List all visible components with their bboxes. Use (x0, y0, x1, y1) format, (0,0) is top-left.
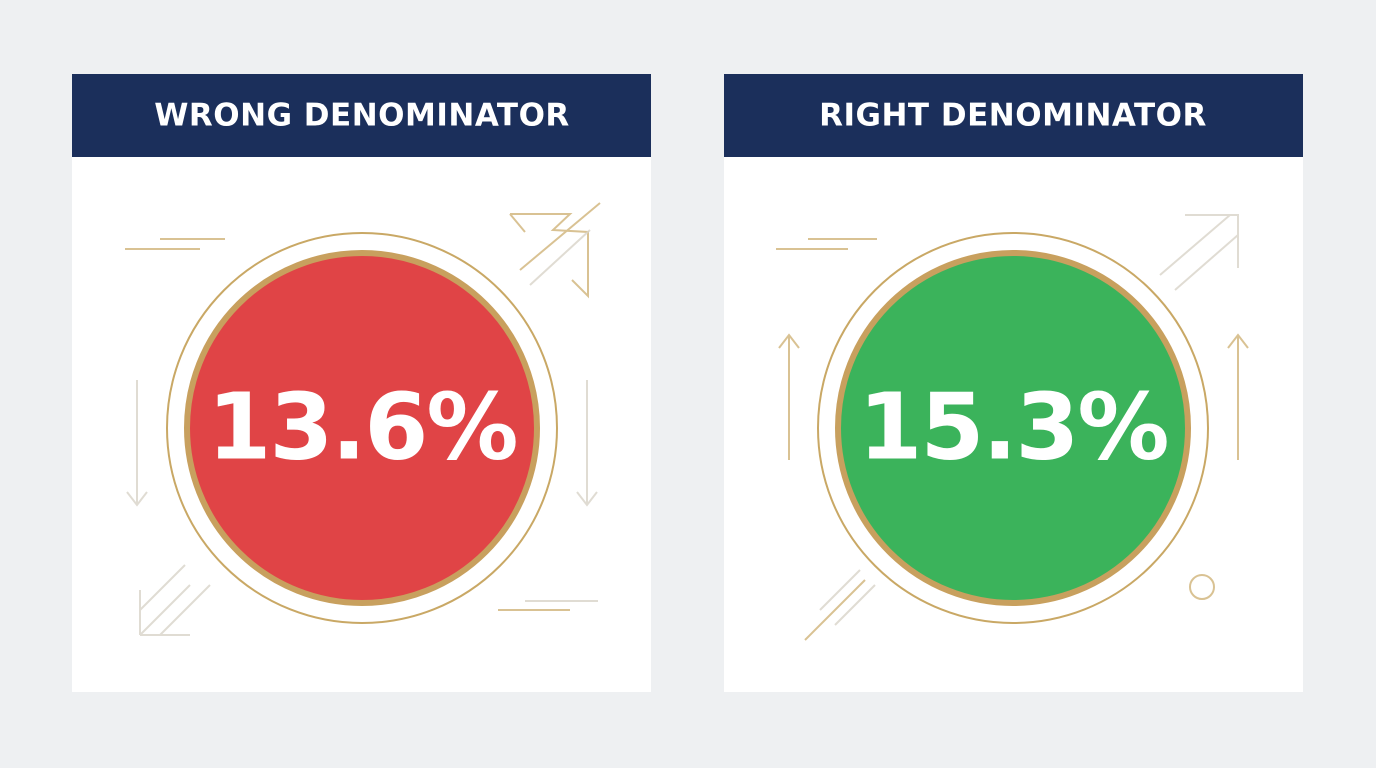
outer-ring (166, 232, 558, 624)
card-header (72, 74, 651, 157)
value-circle (835, 250, 1191, 606)
outer-ring (817, 232, 1209, 624)
decoration (776, 214, 1249, 641)
card-title: WRONG DENOMINATOR (154, 98, 570, 134)
value-text: 13.6% (207, 373, 516, 480)
decoration (125, 202, 601, 636)
card: WRONG DENOMINATOR 13.6% (72, 74, 651, 692)
card-header (724, 74, 1303, 157)
value-circle (184, 250, 540, 606)
card-title: RIGHT DENOMINATOR (819, 98, 1207, 134)
value-text: 15.3% (858, 373, 1167, 480)
card: RIGHT DENOMINATOR 15.3% (724, 74, 1303, 692)
